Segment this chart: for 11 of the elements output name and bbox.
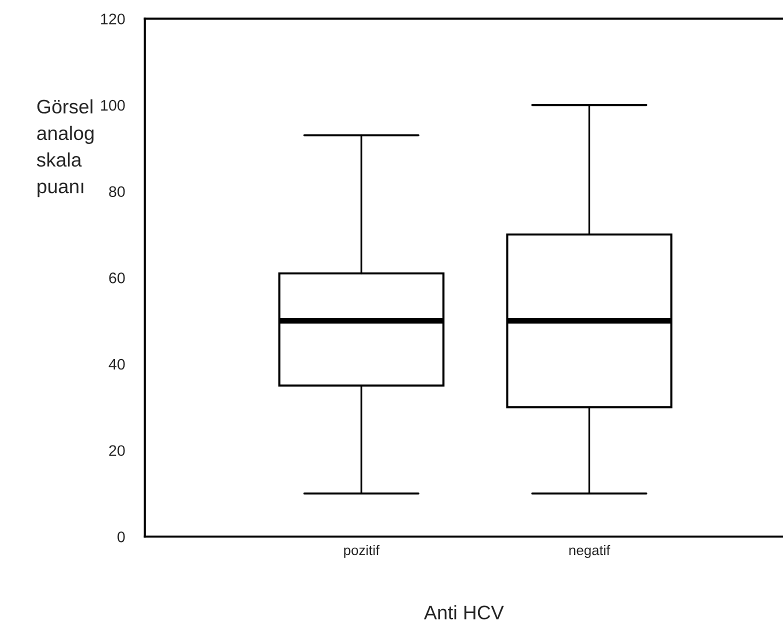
y-tick-label: 100: [101, 100, 125, 111]
x-axis-title: Anti HCV: [424, 605, 504, 620]
x-tick-label: pozitif: [344, 544, 380, 558]
y-axis-title: Görsel analog skala puanı: [36, 99, 94, 198]
y-tick-label: 80: [109, 186, 125, 198]
y-tick-label: 40: [108, 358, 125, 370]
y-tick-label: 60: [109, 272, 125, 284]
x-tick-label: negatif: [569, 544, 610, 558]
y-tick-label: 120: [101, 14, 125, 24]
y-tick-label: 0: [118, 532, 125, 542]
y-tick-label: 20: [109, 445, 125, 456]
